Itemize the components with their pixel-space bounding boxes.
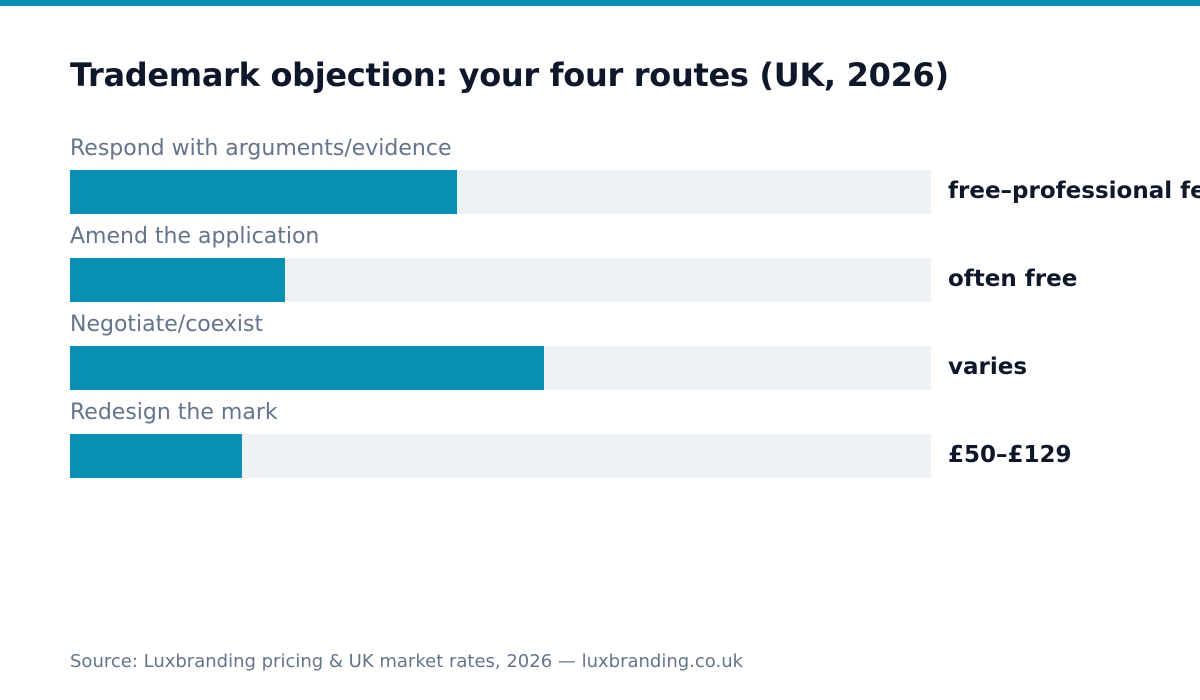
value-label: £50–£129 — [948, 442, 1072, 468]
value-label: free–professional fee — [948, 178, 1200, 204]
category-label: Redesign the mark — [70, 400, 278, 425]
chart-title: Trademark objection: your four routes (U… — [70, 56, 949, 94]
bar-row: Amend the application often free — [70, 224, 1200, 312]
bar — [70, 170, 458, 214]
bar — [70, 346, 544, 390]
bar — [70, 258, 286, 302]
top-accent-bar — [0, 0, 1200, 6]
source-note: Source: Luxbranding pricing & UK market … — [70, 651, 744, 672]
bar-track — [70, 258, 931, 302]
category-label: Respond with arguments/evidence — [70, 136, 452, 161]
category-label: Amend the application — [70, 224, 320, 249]
bar-row: Negotiate/coexist varies — [70, 312, 1200, 400]
bar-row: Redesign the mark £50–£129 — [70, 400, 1200, 488]
value-label: varies — [948, 354, 1028, 380]
bar-track — [70, 434, 931, 478]
bar-row: Respond with arguments/evidence free–pro… — [70, 136, 1200, 224]
category-label: Negotiate/coexist — [70, 312, 264, 337]
bar — [70, 434, 243, 478]
bar-chart: Respond with arguments/evidence free–pro… — [70, 136, 1200, 488]
bar-track — [70, 346, 931, 390]
value-label: often free — [948, 266, 1078, 292]
bar-track — [70, 170, 931, 214]
